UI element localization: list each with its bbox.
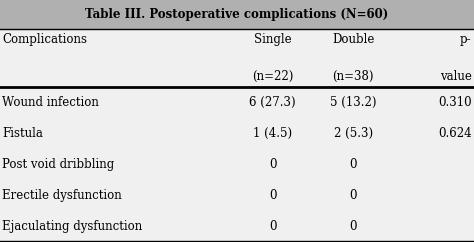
Text: 0: 0 — [349, 189, 357, 202]
Text: Erectile dysfunction: Erectile dysfunction — [2, 189, 122, 202]
Text: Double: Double — [332, 33, 374, 46]
Text: Fistula: Fistula — [2, 127, 43, 140]
Text: value: value — [440, 70, 472, 83]
Text: 0: 0 — [269, 220, 276, 233]
Text: Table III. Postoperative complications (N=60): Table III. Postoperative complications (… — [85, 8, 389, 21]
Text: p-: p- — [460, 33, 472, 46]
Text: 5 (13.2): 5 (13.2) — [330, 96, 376, 109]
Text: 0.310: 0.310 — [438, 96, 472, 109]
Text: 1 (4.5): 1 (4.5) — [253, 127, 292, 140]
Text: 6 (27.3): 6 (27.3) — [249, 96, 296, 109]
Text: Post void dribbling: Post void dribbling — [2, 158, 115, 171]
Text: 0: 0 — [349, 158, 357, 171]
Text: 2 (5.3): 2 (5.3) — [334, 127, 373, 140]
Bar — [0, 0, 474, 29]
Text: 0: 0 — [269, 158, 276, 171]
Text: Single: Single — [254, 33, 292, 46]
Text: 0: 0 — [269, 189, 276, 202]
Text: (n=22): (n=22) — [252, 70, 293, 83]
Text: (n=38): (n=38) — [332, 70, 374, 83]
Text: Complications: Complications — [2, 33, 87, 46]
Text: Wound infection: Wound infection — [2, 96, 99, 109]
Text: Ejaculating dysfunction: Ejaculating dysfunction — [2, 220, 143, 233]
Text: 0.624: 0.624 — [438, 127, 472, 140]
Text: 0: 0 — [349, 220, 357, 233]
